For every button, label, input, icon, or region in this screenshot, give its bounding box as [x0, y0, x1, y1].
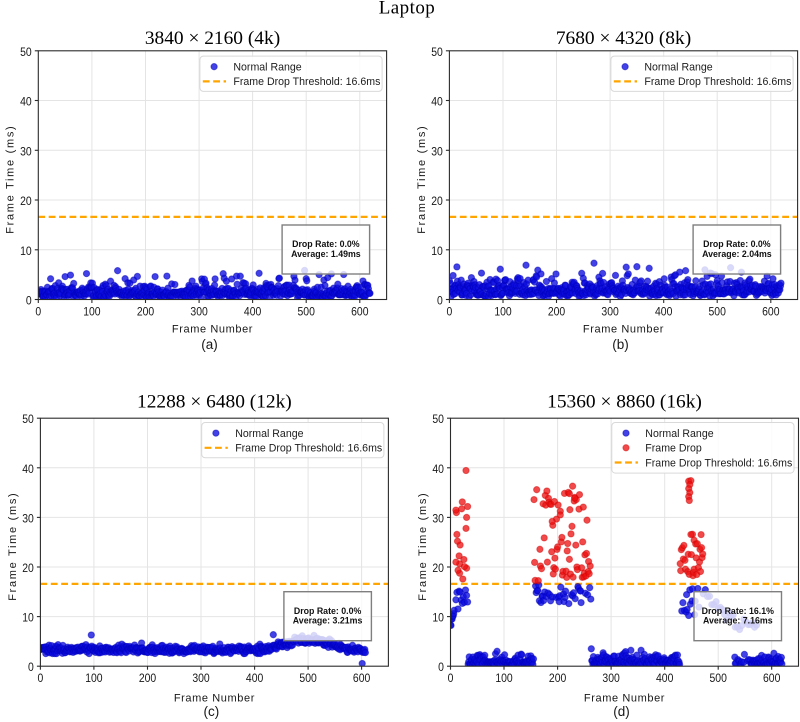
svg-text:Frame Time (ms): Frame Time (ms) — [417, 492, 429, 601]
svg-text:200: 200 — [549, 672, 566, 685]
svg-text:0: 0 — [35, 306, 41, 319]
svg-text:40: 40 — [431, 96, 443, 109]
svg-text:Average: 1.49ms: Average: 1.49ms — [291, 249, 361, 259]
svg-text:0: 0 — [38, 672, 44, 685]
svg-text:50: 50 — [432, 413, 444, 426]
svg-text:Drop Rate: 0.0%: Drop Rate: 0.0% — [294, 606, 362, 616]
svg-text:0: 0 — [437, 295, 443, 308]
svg-text:20: 20 — [22, 562, 34, 575]
svg-text:20: 20 — [432, 562, 444, 575]
svg-text:600: 600 — [351, 306, 368, 319]
svg-text:30: 30 — [22, 513, 34, 526]
svg-text:20: 20 — [431, 195, 443, 208]
svg-text:100: 100 — [85, 672, 102, 685]
svg-text:(d): (d) — [613, 704, 630, 719]
svg-text:300: 300 — [602, 672, 619, 685]
svg-text:12288 × 6480 (12k): 12288 × 6480 (12k) — [137, 392, 292, 413]
svg-text:0: 0 — [26, 295, 32, 308]
svg-text:(b): (b) — [612, 337, 629, 352]
svg-text:Average: 7.16ms: Average: 7.16ms — [703, 616, 773, 626]
svg-text:400: 400 — [655, 306, 672, 319]
svg-text:0: 0 — [447, 306, 453, 319]
svg-text:10: 10 — [432, 612, 444, 625]
svg-text:Frame Time (ms): Frame Time (ms) — [7, 492, 19, 601]
svg-text:7680 × 4320 (8k): 7680 × 4320 (8k) — [556, 28, 691, 49]
svg-text:400: 400 — [656, 672, 673, 685]
svg-text:300: 300 — [190, 306, 207, 319]
svg-text:400: 400 — [244, 306, 261, 319]
svg-text:3840 × 2160 (4k): 3840 × 2160 (4k) — [145, 28, 280, 49]
svg-text:50: 50 — [22, 413, 34, 426]
svg-text:Frame Number: Frame Number — [174, 692, 255, 704]
svg-text:Frame Drop Threshold: 16.6ms: Frame Drop Threshold: 16.6ms — [235, 443, 382, 455]
svg-text:300: 300 — [192, 672, 209, 685]
svg-text:Average: 2.04ms: Average: 2.04ms — [702, 249, 772, 259]
svg-text:500: 500 — [709, 306, 726, 319]
svg-text:Drop Rate: 0.0%: Drop Rate: 0.0% — [703, 239, 771, 249]
svg-text:500: 500 — [299, 672, 316, 685]
svg-text:30: 30 — [20, 146, 32, 159]
svg-text:Average: 3.21ms: Average: 3.21ms — [293, 616, 363, 626]
svg-text:40: 40 — [20, 96, 32, 109]
svg-text:30: 30 — [431, 146, 443, 159]
svg-text:30: 30 — [432, 513, 444, 526]
svg-text:500: 500 — [710, 672, 727, 685]
svg-text:10: 10 — [20, 245, 32, 258]
svg-text:(c): (c) — [204, 704, 220, 719]
svg-text:200: 200 — [139, 672, 156, 685]
svg-text:400: 400 — [246, 672, 263, 685]
svg-text:0: 0 — [448, 672, 454, 685]
svg-text:Frame Drop Threshold: 16.6ms: Frame Drop Threshold: 16.6ms — [645, 457, 792, 469]
svg-text:0: 0 — [28, 661, 34, 674]
svg-text:600: 600 — [353, 672, 370, 685]
svg-text:Frame Drop Threshold: 16.6ms: Frame Drop Threshold: 16.6ms — [644, 76, 791, 88]
svg-text:Drop Rate: 16.1%: Drop Rate: 16.1% — [702, 606, 775, 616]
svg-text:Frame Drop Threshold: 16.6ms: Frame Drop Threshold: 16.6ms — [233, 76, 380, 88]
svg-text:(a): (a) — [201, 337, 218, 352]
svg-text:100: 100 — [83, 306, 100, 319]
svg-text:Frame Number: Frame Number — [172, 324, 253, 336]
svg-text:200: 200 — [548, 306, 565, 319]
svg-text:10: 10 — [22, 612, 34, 625]
svg-text:40: 40 — [432, 463, 444, 476]
svg-text:Normal Range: Normal Range — [644, 62, 712, 74]
svg-text:Frame Number: Frame Number — [584, 692, 665, 704]
svg-text:20: 20 — [20, 195, 32, 208]
svg-text:Laptop: Laptop — [379, 0, 436, 19]
svg-text:0: 0 — [438, 661, 444, 674]
svg-text:Drop Rate: 0.0%: Drop Rate: 0.0% — [292, 239, 360, 249]
svg-text:Frame Drop: Frame Drop — [645, 443, 702, 455]
svg-text:10: 10 — [431, 245, 443, 258]
svg-text:40: 40 — [22, 463, 34, 476]
svg-text:200: 200 — [137, 306, 154, 319]
svg-text:Normal Range: Normal Range — [235, 428, 303, 440]
svg-text:300: 300 — [601, 306, 618, 319]
svg-text:50: 50 — [20, 46, 32, 59]
svg-text:600: 600 — [763, 672, 780, 685]
svg-text:Normal Range: Normal Range — [645, 428, 713, 440]
svg-text:50: 50 — [431, 46, 443, 59]
svg-text:Frame Number: Frame Number — [583, 324, 664, 336]
svg-text:500: 500 — [298, 306, 315, 319]
svg-text:600: 600 — [762, 306, 779, 319]
svg-text:15360 × 8860 (16k): 15360 × 8860 (16k) — [547, 392, 702, 413]
svg-text:100: 100 — [495, 672, 512, 685]
svg-text:100: 100 — [494, 306, 511, 319]
svg-text:Normal Range: Normal Range — [233, 62, 301, 74]
svg-text:Frame Time (ms): Frame Time (ms) — [416, 125, 428, 234]
svg-text:Frame Time (ms): Frame Time (ms) — [5, 125, 17, 234]
